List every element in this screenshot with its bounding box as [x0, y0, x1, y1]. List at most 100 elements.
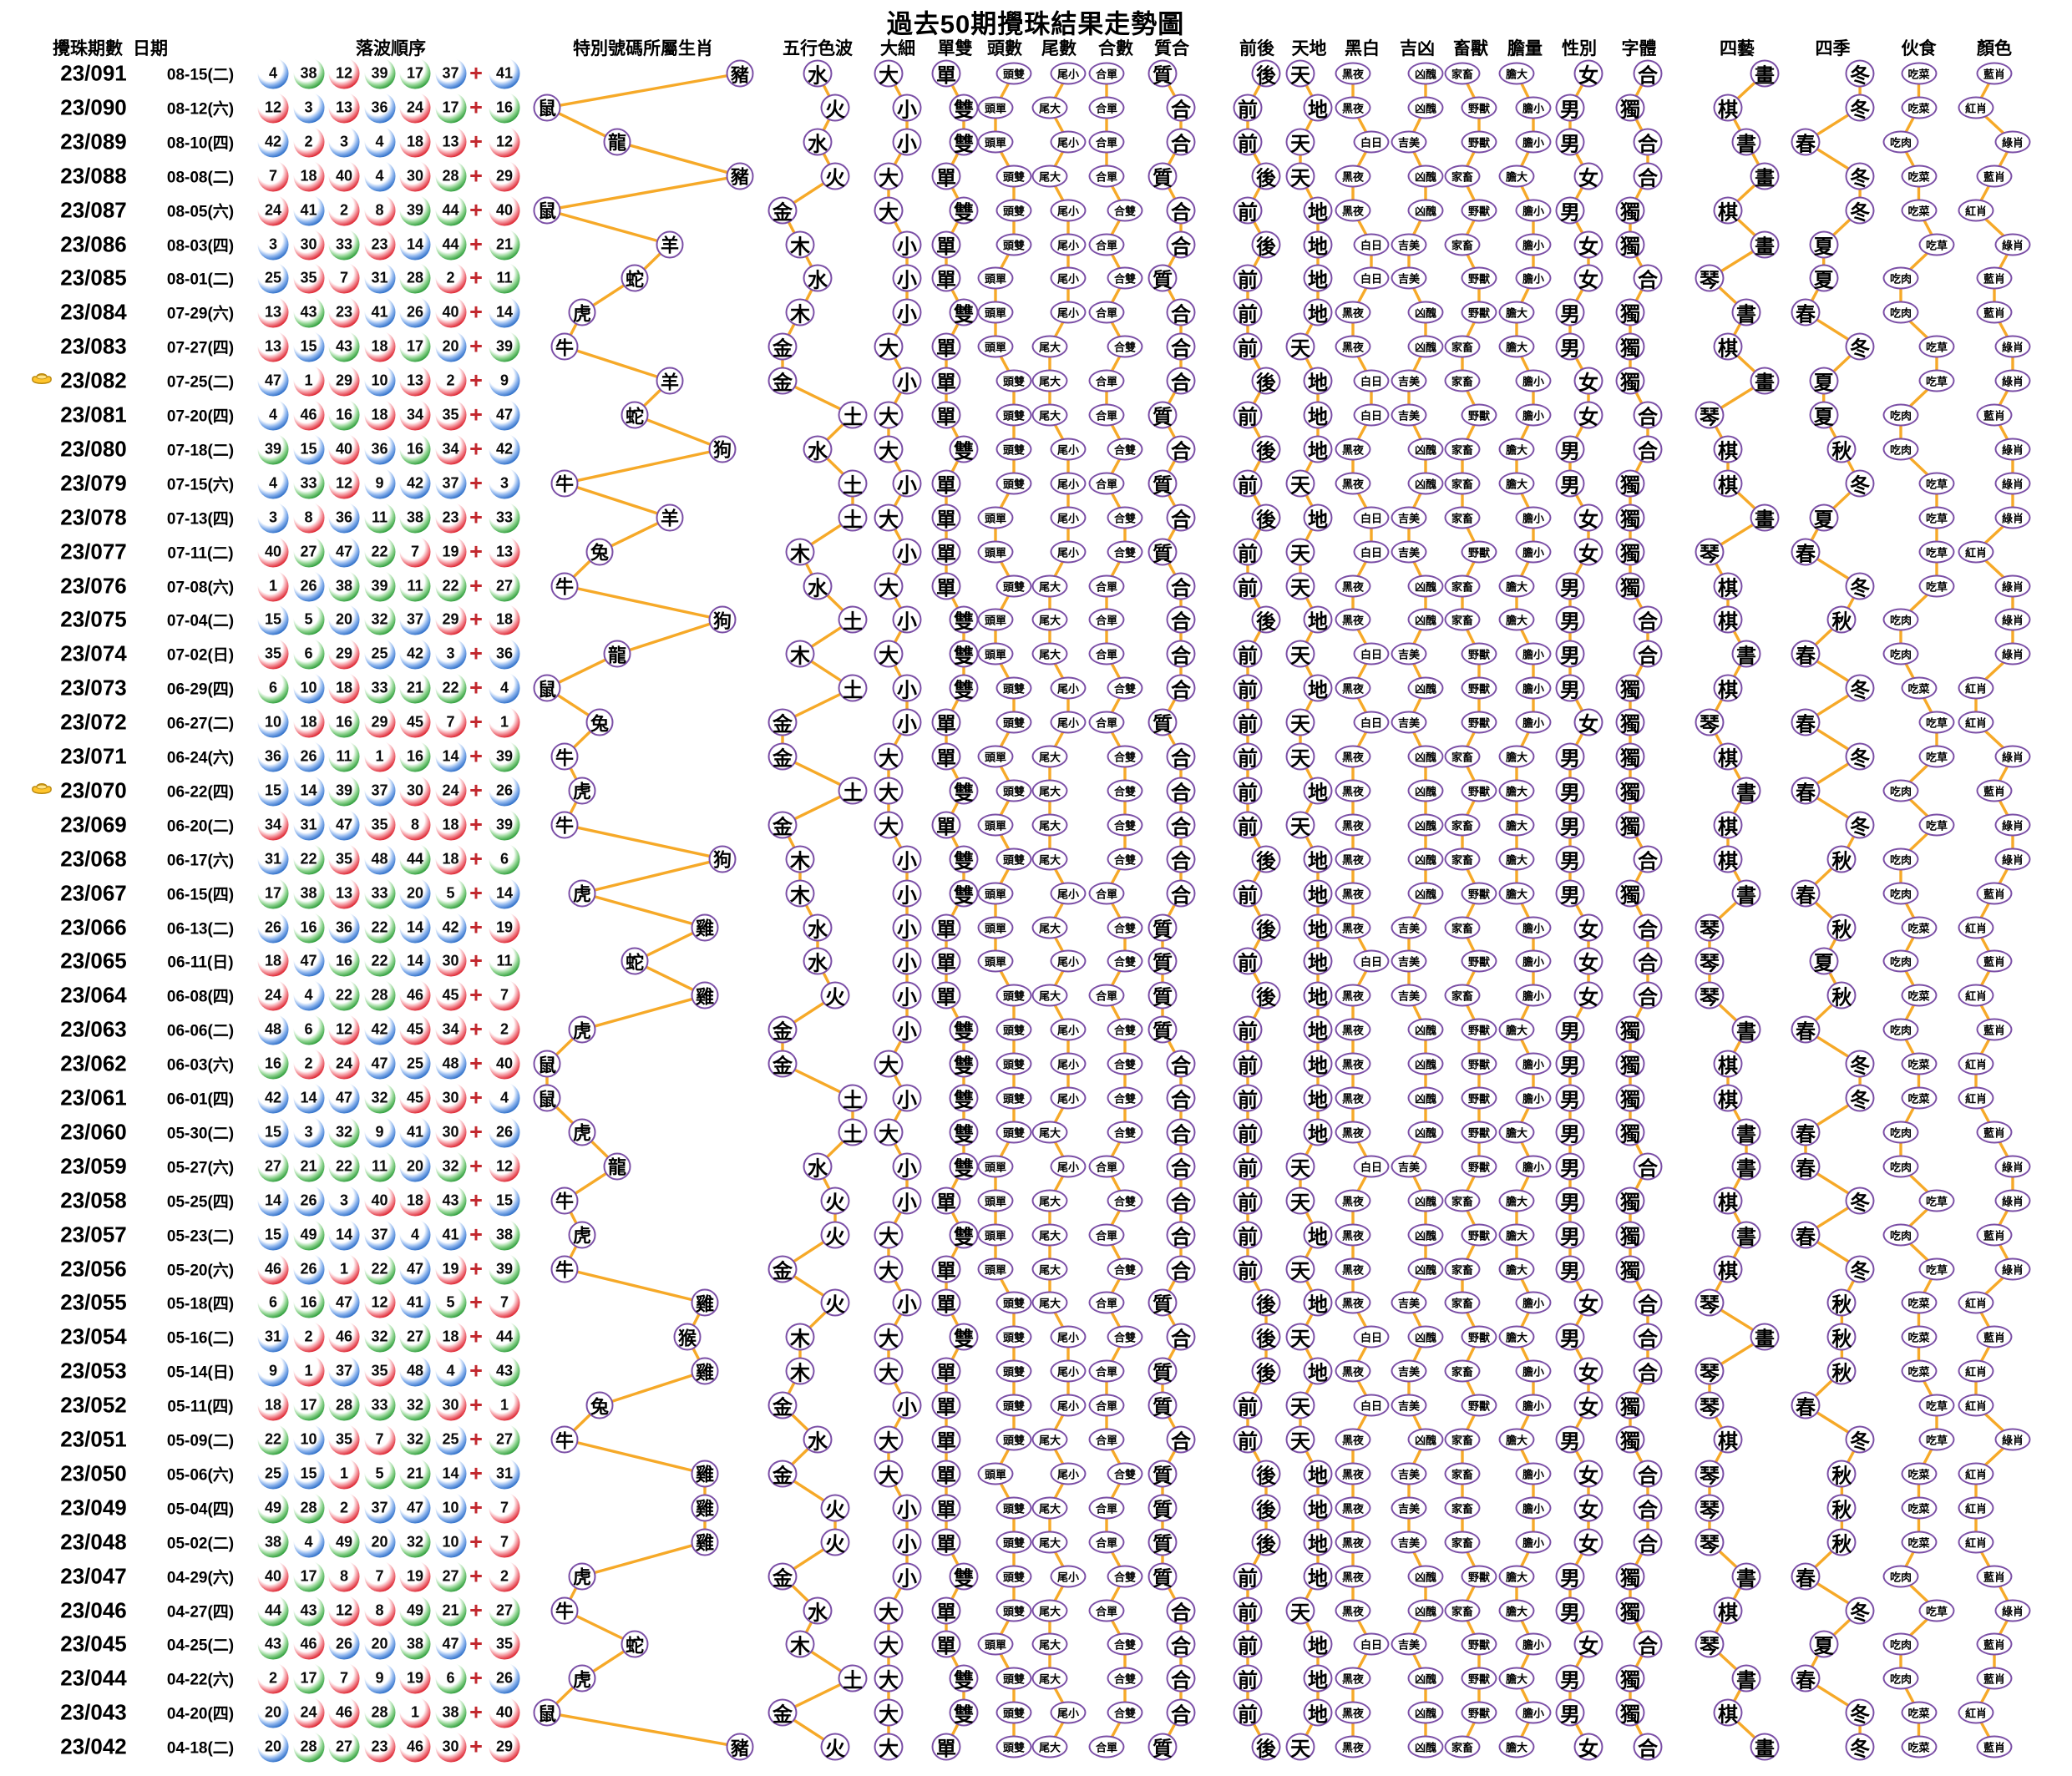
trend-circle-danshuang: 單: [931, 811, 961, 839]
trend-circle-chushou: 家畜: [1444, 1359, 1481, 1383]
trend-circle-danshuang: 單: [931, 230, 961, 258]
trend-circle-tiandi: 天: [1285, 332, 1315, 361]
ball-number: 12: [328, 1595, 360, 1626]
trend-circle-toushu: 頭單: [977, 745, 1014, 768]
trend-circle-heibai: 白日: [1353, 130, 1390, 154]
trend-circle-qianhou: 前: [1233, 264, 1263, 292]
trend-circle-siji: 夏: [1809, 401, 1839, 429]
trend-circle-siji: 冬: [1845, 59, 1875, 88]
ball-number: 26: [399, 296, 431, 328]
draw-date: 06-15(四): [166, 886, 235, 904]
trend-circle-toushu: 頭雙: [995, 438, 1032, 461]
ball-number: 21: [435, 1595, 466, 1626]
ball-number: 5: [293, 604, 324, 635]
trend-circle-danshuang: 單: [931, 1391, 961, 1419]
zodiac-circle: 牛: [550, 1596, 579, 1624]
zodiac-circle: 牛: [550, 572, 579, 600]
special-ball-number: 36: [489, 638, 520, 670]
draw-period: 23/045: [60, 1631, 127, 1657]
trend-circle-heibai: 黑夜: [1335, 984, 1371, 1007]
trend-circle-toushu: 頭雙: [995, 403, 1032, 427]
special-ball-number: 40: [489, 195, 520, 226]
ball-number: 1: [364, 741, 395, 772]
plus-separator: +: [469, 1529, 483, 1555]
trend-circle-ziti: 合: [1633, 1152, 1663, 1181]
draw-date: 06-13(二): [166, 920, 235, 938]
trend-circle-qianhou: 後: [1251, 605, 1281, 634]
trend-circle-xingbie: 女: [1573, 981, 1603, 1009]
plus-separator: +: [469, 1222, 483, 1247]
trend-circle-yanse: 紅肖: [1958, 984, 1994, 1007]
trend-circle-ziti: 獨: [1615, 879, 1645, 908]
trend-circle-siji: 秋: [1826, 913, 1857, 941]
ball-number: 42: [435, 912, 466, 943]
trend-circle-zhihe: 質: [1147, 538, 1178, 566]
ball-number: 18: [293, 706, 324, 738]
trend-circle-siji: 冬: [1845, 332, 1875, 361]
trend-circle-yanse: 藍肖: [1976, 1018, 2013, 1041]
trend-circle-toushu: 頭雙: [995, 574, 1032, 597]
trend-circle-wuxing: 土: [838, 777, 868, 805]
trend-circle-siji: 冬: [1845, 674, 1875, 702]
trend-circle-danliang: 膽大: [1498, 1599, 1535, 1622]
ball-number: 47: [293, 945, 324, 977]
ball-number: 25: [257, 1458, 289, 1490]
trend-circle-toushu: 頭雙: [995, 1394, 1032, 1417]
trend-circle-xingbie: 男: [1555, 1187, 1585, 1215]
zodiac-circle: 龍: [603, 128, 631, 156]
trend-circle-weishu: 尾小: [1050, 1394, 1087, 1417]
ball-number: 12: [328, 468, 360, 499]
trend-circle-yanse: 藍肖: [1976, 882, 2013, 905]
draw-date: 05-20(六): [166, 1262, 235, 1279]
trend-circle-wuxing: 金: [768, 708, 798, 736]
trend-circle-wuxing: 土: [838, 1084, 868, 1112]
trend-circle-heshu: 合單: [1088, 301, 1125, 324]
plus-separator: +: [469, 1699, 483, 1725]
trend-circle-siji: 秋: [1826, 1494, 1857, 1522]
ball-number: 10: [257, 706, 289, 738]
trend-circle-toushu: 頭單: [977, 96, 1014, 119]
trend-circle-qianhou: 前: [1233, 1084, 1263, 1112]
trend-circle-danliang: 膽大: [1498, 472, 1535, 495]
draw-period: 23/063: [60, 1016, 127, 1042]
trend-circle-heshu: 合雙: [1107, 676, 1143, 700]
ball-number: 22: [435, 570, 466, 601]
plus-separator: +: [469, 1733, 483, 1759]
draw-date: 08-01(二): [166, 271, 235, 289]
trend-circle-siyi: 棋: [1713, 742, 1743, 771]
trend-circle-siji: 春: [1791, 879, 1821, 908]
special-ball-number: 7: [489, 979, 520, 1011]
trend-circle-qianhou: 後: [1251, 1528, 1281, 1556]
draw-period: 23/065: [60, 948, 127, 974]
special-ball-number: 31: [489, 1458, 520, 1490]
trend-circle-wuxing: 金: [768, 196, 798, 225]
trend-circle-qianhou: 後: [1251, 230, 1281, 258]
ball-number: 13: [257, 331, 289, 362]
trend-circle-toushu: 頭單: [977, 608, 1014, 631]
trend-circle-heshu: 合雙: [1107, 1086, 1143, 1110]
trend-circle-zhihe: 合: [1166, 435, 1196, 463]
zodiac-circle: 雞: [691, 981, 719, 1009]
draw-period: 23/091: [60, 60, 127, 86]
ball-number: 42: [257, 126, 289, 158]
plus-separator: +: [469, 333, 483, 359]
draw-date: 07-13(四): [166, 510, 235, 529]
ball-number: 3: [293, 1116, 324, 1148]
trend-circle-chushou: 家畜: [1444, 984, 1481, 1007]
ball-number: 18: [435, 809, 466, 841]
column-header-siji: 四季: [1815, 39, 1851, 58]
trend-circle-danliang: 膽小: [1515, 369, 1552, 392]
trend-circle-heibai: 黑夜: [1335, 882, 1371, 905]
ball-number: 37: [435, 58, 466, 89]
trend-circle-xingbie: 男: [1555, 332, 1585, 361]
trend-circle-heshu: 合單: [1088, 574, 1125, 597]
ball-number: 32: [364, 1082, 395, 1114]
ball-number: 4: [293, 1526, 324, 1558]
trend-circle-wuxing: 木: [785, 1357, 815, 1385]
special-ball-number: 11: [489, 262, 520, 294]
draw-date: 06-01(四): [166, 1090, 235, 1109]
trend-circle-huoshi: 吃肉: [1882, 608, 1919, 631]
trend-circle-jixiong: 凶醜: [1407, 1428, 1444, 1451]
trend-circle-toushu: 頭單: [977, 1189, 1014, 1212]
draw-period: 23/058: [60, 1187, 127, 1213]
